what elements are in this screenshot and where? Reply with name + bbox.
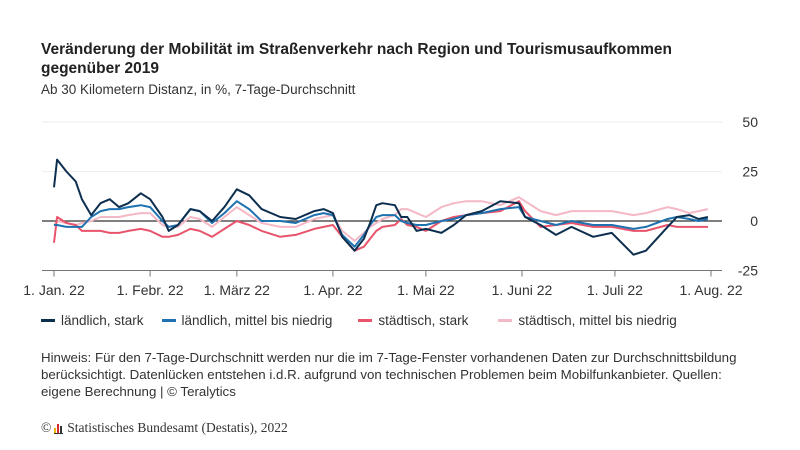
x-tick-label: 1. Juli 22 xyxy=(587,282,643,298)
legend-label: ländlich, stark xyxy=(61,313,144,328)
y-tick-label: 50 xyxy=(742,114,758,130)
note-text: Hinweis: Für den 7-Tage-Durchschnitt wer… xyxy=(41,350,737,399)
legend-label: städtisch, mittel bis niedrig xyxy=(518,313,677,328)
destatis-logo-icon xyxy=(54,422,64,434)
legend-item: ländlich, stark xyxy=(41,313,144,328)
footer: © Statistisches Bundesamt (Destatis), 20… xyxy=(41,420,288,436)
legend-label: ländlich, mittel bis niedrig xyxy=(181,313,333,328)
legend-item: städtisch, mittel bis niedrig xyxy=(498,313,677,328)
x-tick-label: 1. Juni 22 xyxy=(492,282,553,298)
legend-swatch xyxy=(498,319,513,322)
legend-item: städtisch, stark xyxy=(358,313,468,328)
legend-label: städtisch, stark xyxy=(378,313,469,328)
logo-bar xyxy=(54,428,57,433)
x-tick-label: 1. März 22 xyxy=(204,282,270,298)
series-line-1 xyxy=(54,200,709,248)
series-line-0 xyxy=(53,158,709,256)
y-tick-label: 0 xyxy=(750,213,758,229)
series-line-3 xyxy=(53,196,709,242)
x-tick-label: 1. Jan. 22 xyxy=(23,282,85,298)
x-tick-label: 1. Mai 22 xyxy=(397,282,455,298)
chart-subtitle: Ab 30 Kilometern Distanz, in %, 7-Tage-D… xyxy=(41,82,356,97)
copyright-symbol: © xyxy=(41,420,52,435)
x-tick-label: 1. Aug. 22 xyxy=(679,282,742,298)
logo-bar xyxy=(57,424,60,433)
legend-item: ländlich, mittel bis niedrig xyxy=(161,313,333,328)
footer-source: Statistisches Bundesamt (Destatis), 2022 xyxy=(67,420,288,435)
x-tick-label: 1. Febr. 22 xyxy=(117,282,184,298)
y-tick-label: 25 xyxy=(742,164,758,180)
chart-title: Veränderung der Mobilität im Straßenverk… xyxy=(41,41,673,77)
y-tick-label: -25 xyxy=(738,263,758,279)
logo-bar xyxy=(60,426,63,433)
legend: ländlich, stark ländlich, mittel bis nied… xyxy=(41,313,677,328)
legend-swatch xyxy=(161,319,176,322)
line-chart: 50 25 0 -25 1. Jan. 22 1. Febr. 22 1. März 22 1… xyxy=(23,114,758,298)
legend-swatch xyxy=(358,319,373,322)
legend-swatch xyxy=(41,319,55,322)
x-tick-label: 1. Apr. 22 xyxy=(303,282,362,298)
